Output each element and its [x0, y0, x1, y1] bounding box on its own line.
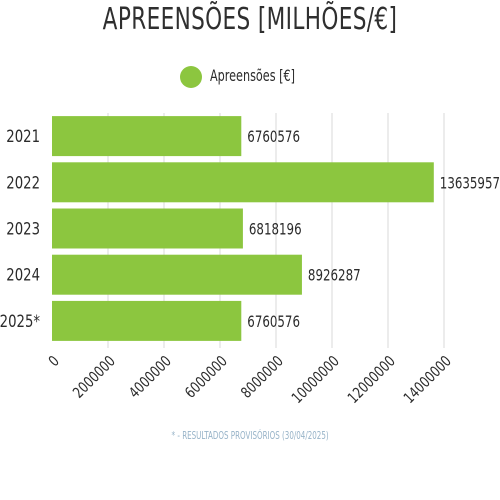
x-tick-label: 10000000 — [289, 353, 343, 407]
x-tick-label: 6000000 — [183, 353, 232, 402]
x-tick-label: 12000000 — [345, 353, 399, 407]
value-label: 6818196 — [249, 221, 302, 239]
legend: Apreensões [€] — [0, 64, 500, 90]
chart-title: APREENSÕES [MILHÕES/€] — [102, 2, 398, 37]
bar — [52, 208, 243, 249]
category-label: 2023 — [6, 219, 40, 239]
x-tick-label: 2000000 — [71, 353, 120, 402]
value-label: 8926287 — [308, 267, 361, 285]
legend-label: Apreensões [€] — [210, 66, 296, 85]
value-label: 6760576 — [247, 313, 300, 331]
x-tick-label: 8000000 — [239, 353, 288, 402]
category-label: 2021 — [6, 126, 40, 146]
category-label: 2025* — [0, 311, 40, 331]
x-tick-label: 14000000 — [401, 353, 455, 407]
legend-swatch — [180, 66, 202, 88]
x-tick-label: 0 — [46, 353, 63, 370]
x-tick-label: 4000000 — [127, 353, 176, 402]
bar — [52, 116, 242, 157]
category-label: 2024 — [6, 265, 40, 285]
category-label: 2022 — [6, 173, 40, 193]
bar — [52, 254, 302, 295]
value-label: 13635957 — [440, 175, 500, 193]
bar — [52, 162, 434, 203]
value-label: 6760576 — [247, 128, 300, 146]
footnote: * - RESULTADOS PROVISÓRIOS (30/04/2025) — [171, 429, 329, 442]
bar — [52, 300, 242, 341]
